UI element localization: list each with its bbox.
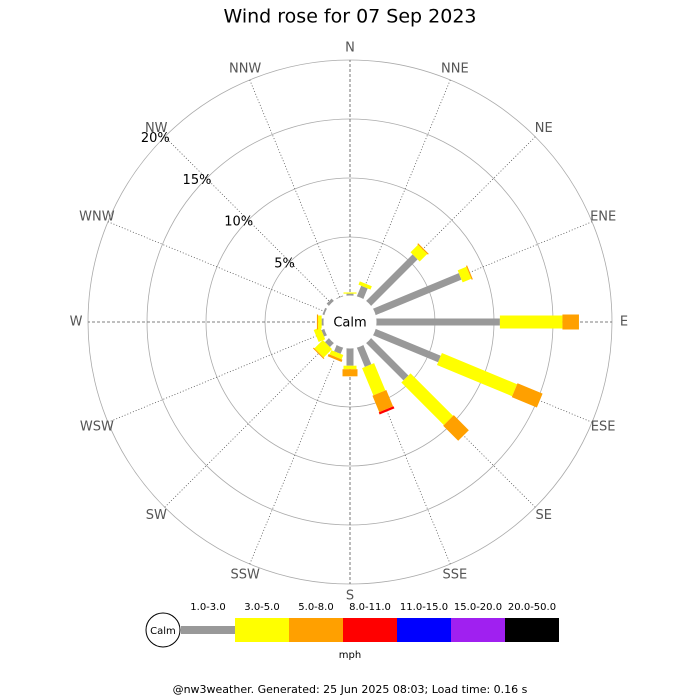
bar-segment <box>312 347 325 360</box>
calm-circle <box>323 295 377 349</box>
legend-label: 20.0-50.0 <box>508 602 556 613</box>
bar-segment <box>313 327 326 343</box>
direction-label: ESE <box>591 419 616 434</box>
legend-swatch <box>451 618 505 642</box>
spoke <box>249 79 351 323</box>
bar-segment <box>365 254 418 307</box>
bar-segment <box>417 243 429 255</box>
bar-segment <box>365 337 409 381</box>
bar-segment <box>343 292 357 294</box>
direction-label: N <box>345 41 355 56</box>
bar-segment <box>334 344 344 354</box>
bar-segment <box>356 285 368 300</box>
legend-swatch <box>397 618 451 642</box>
bar-segment <box>511 383 543 408</box>
r-tick-label: 20% <box>141 131 170 146</box>
legend-label: 5.0-8.0 <box>298 602 333 613</box>
bar-segment <box>372 328 441 363</box>
r-tick-label: 10% <box>224 215 253 230</box>
legend-unit: mph <box>339 650 361 661</box>
footer: @nw3weather. Generated: 25 Jun 2025 08:0… <box>173 683 528 696</box>
bar-segment <box>321 318 324 326</box>
bar-segment <box>562 314 579 330</box>
bar-segment <box>327 354 343 362</box>
bar-segment <box>358 281 372 290</box>
direction-label: NNE <box>441 61 469 76</box>
spoke <box>107 221 351 323</box>
bar-segment <box>362 363 386 396</box>
legend-swatch <box>181 626 235 634</box>
r-tick-label: 5% <box>274 256 295 271</box>
bar-segment <box>443 415 469 441</box>
bar-segment <box>410 244 428 262</box>
bar-segment <box>356 344 372 367</box>
spoke <box>107 321 351 423</box>
bar-segment <box>318 315 322 329</box>
spoke <box>164 136 351 323</box>
bar-segment <box>326 298 335 307</box>
bar-segment <box>401 373 454 426</box>
legend-label: 3.0-5.0 <box>244 602 279 613</box>
legend-swatch <box>505 618 559 642</box>
bar-segment <box>324 337 335 348</box>
direction-label: NNW <box>229 61 261 76</box>
bar-segment <box>499 315 563 329</box>
legend-label: 11.0-15.0 <box>400 602 448 613</box>
direction-label: WSW <box>80 419 114 434</box>
bar-segment <box>314 339 333 358</box>
bar-segment <box>378 406 395 415</box>
legend-swatch <box>289 618 343 642</box>
legend-label: 15.0-20.0 <box>454 602 502 613</box>
direction-label: SE <box>536 508 552 523</box>
bar-segment <box>346 293 354 296</box>
direction-label: E <box>620 315 628 330</box>
bar-segment <box>375 318 500 326</box>
direction-label: WNW <box>79 210 115 225</box>
chart-title: Wind rose for 07 Sep 2023 <box>223 6 476 28</box>
calm-label: Calm <box>333 316 366 331</box>
r-tick-label: 15% <box>183 173 212 188</box>
direction-label: S <box>346 589 354 604</box>
bar-segment <box>316 314 319 330</box>
direction-label: W <box>70 315 83 330</box>
bar-segment <box>457 266 472 283</box>
legend-swatch <box>235 618 289 642</box>
legend-label: 8.0-11.0 <box>349 602 391 613</box>
bar-segment <box>321 328 328 337</box>
direction-label: NW <box>145 121 168 136</box>
direction-label: SSE <box>442 568 467 583</box>
bar-segment <box>465 265 473 280</box>
bar-segment <box>436 353 518 397</box>
legend-swatch <box>343 618 397 642</box>
bar-segment <box>372 390 394 413</box>
legend-label: 1.0-3.0 <box>190 602 225 613</box>
bar-segment <box>372 273 462 316</box>
bar-segment <box>322 307 328 316</box>
direction-label: SSW <box>230 568 260 583</box>
bar-segment <box>329 350 344 360</box>
bar-segment <box>346 348 354 366</box>
legend-calm-label: Calm <box>150 626 176 637</box>
direction-label: SW <box>146 508 167 523</box>
direction-label: NE <box>535 121 553 136</box>
legend-calm <box>145 612 181 648</box>
bar-segment <box>342 369 358 377</box>
direction-label: ENE <box>590 210 616 225</box>
bar-segment <box>343 365 357 370</box>
